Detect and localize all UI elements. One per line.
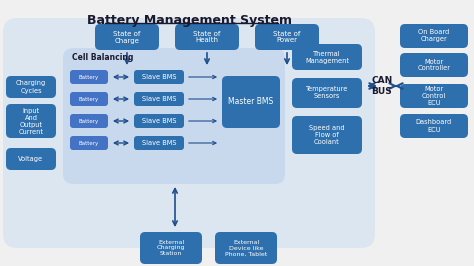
FancyBboxPatch shape [70, 70, 108, 84]
FancyBboxPatch shape [134, 92, 184, 106]
Text: Master BMS: Master BMS [228, 98, 273, 106]
Text: Motor
Controller: Motor Controller [418, 59, 450, 72]
Text: Temperature
Sensors: Temperature Sensors [306, 86, 348, 99]
Text: Charging
Cycles: Charging Cycles [16, 81, 46, 94]
FancyBboxPatch shape [70, 92, 108, 106]
Text: Battery: Battery [79, 74, 99, 80]
Text: Motor
Control
ECU: Motor Control ECU [422, 86, 446, 106]
FancyBboxPatch shape [134, 114, 184, 128]
Text: Cell Balancing: Cell Balancing [72, 53, 133, 62]
FancyBboxPatch shape [215, 232, 277, 264]
Text: Voltage: Voltage [18, 156, 44, 162]
FancyBboxPatch shape [63, 48, 285, 184]
FancyBboxPatch shape [134, 136, 184, 150]
Text: External
Charging
Station: External Charging Station [157, 240, 185, 256]
FancyBboxPatch shape [3, 18, 375, 248]
Text: Battery: Battery [79, 140, 99, 146]
FancyBboxPatch shape [400, 24, 468, 48]
FancyBboxPatch shape [400, 114, 468, 138]
Text: CAN
BUS: CAN BUS [371, 76, 392, 96]
FancyBboxPatch shape [70, 114, 108, 128]
Text: Speed and
Flow of
Coolant: Speed and Flow of Coolant [309, 125, 345, 145]
Text: State of
Health: State of Health [193, 31, 221, 44]
Text: Dashboard
ECU: Dashboard ECU [416, 119, 452, 132]
Text: State of
Power: State of Power [273, 31, 301, 44]
Text: Input
And
Output
Current: Input And Output Current [18, 107, 44, 135]
Text: On Board
Charger: On Board Charger [419, 30, 450, 43]
FancyBboxPatch shape [292, 44, 362, 70]
FancyBboxPatch shape [134, 70, 184, 84]
FancyBboxPatch shape [6, 104, 56, 138]
FancyBboxPatch shape [255, 24, 319, 50]
Text: External
Device like
Phone, Tablet: External Device like Phone, Tablet [225, 240, 267, 256]
FancyBboxPatch shape [400, 84, 468, 108]
Text: Battery Management System: Battery Management System [88, 14, 292, 27]
Text: Battery: Battery [79, 118, 99, 123]
FancyBboxPatch shape [6, 148, 56, 170]
FancyBboxPatch shape [70, 136, 108, 150]
Text: Slave BMS: Slave BMS [142, 74, 176, 80]
Text: Slave BMS: Slave BMS [142, 118, 176, 124]
Text: Slave BMS: Slave BMS [142, 96, 176, 102]
FancyBboxPatch shape [292, 78, 362, 108]
Text: State of
Charge: State of Charge [113, 31, 141, 44]
Text: Thermal
Management: Thermal Management [305, 51, 349, 64]
FancyBboxPatch shape [140, 232, 202, 264]
FancyBboxPatch shape [400, 53, 468, 77]
FancyBboxPatch shape [95, 24, 159, 50]
FancyBboxPatch shape [6, 76, 56, 98]
FancyBboxPatch shape [222, 76, 280, 128]
Text: Battery: Battery [79, 97, 99, 102]
FancyBboxPatch shape [175, 24, 239, 50]
FancyBboxPatch shape [292, 116, 362, 154]
Text: Slave BMS: Slave BMS [142, 140, 176, 146]
